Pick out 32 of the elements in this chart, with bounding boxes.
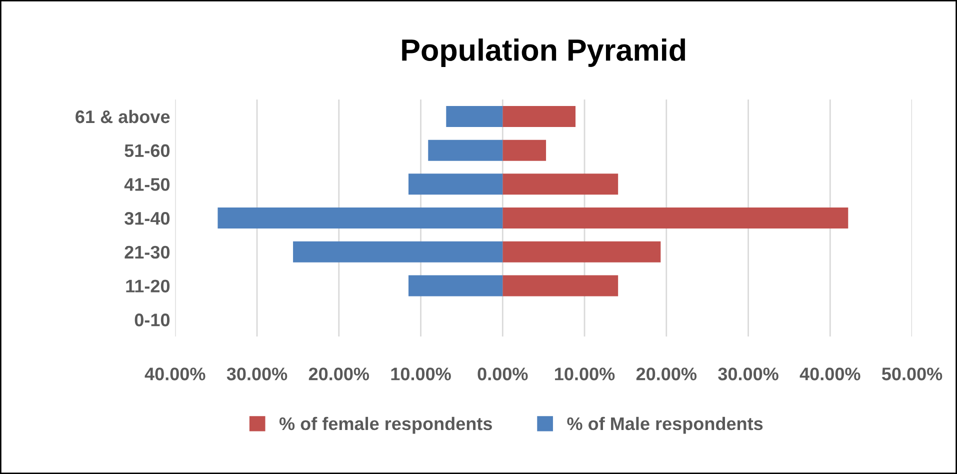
y-tick-label: 61 & above bbox=[76, 110, 170, 124]
bar bbox=[502, 106, 576, 127]
y-tick-label: 31-40 bbox=[124, 212, 170, 225]
bar bbox=[446, 106, 503, 127]
x-tick-label: 50.00% bbox=[882, 368, 942, 380]
x-tick-label: 0.00% bbox=[478, 368, 528, 380]
x-tick-label: 40.00% bbox=[800, 368, 860, 380]
x-tick-label: 40.00% bbox=[144, 368, 206, 380]
y-tick-label: 21-30 bbox=[124, 246, 170, 259]
bar bbox=[428, 140, 503, 161]
bar bbox=[502, 241, 661, 262]
bar bbox=[502, 140, 546, 161]
y-tick-label: 0-10 bbox=[134, 314, 170, 326]
x-tick-label: 30.00% bbox=[718, 368, 778, 380]
legend-label: % of female respondents bbox=[279, 416, 492, 434]
legend-label: % of Male respondents bbox=[567, 416, 763, 434]
bar bbox=[502, 275, 618, 296]
x-tick-label: 20.00% bbox=[636, 368, 697, 380]
bar bbox=[408, 174, 503, 195]
bar bbox=[408, 275, 503, 296]
chart-title: Population Pyramid bbox=[402, 38, 686, 67]
bar bbox=[293, 241, 503, 262]
x-tick-label: 10.00% bbox=[555, 368, 615, 380]
bar bbox=[502, 208, 848, 229]
y-tick-label: 11-20 bbox=[126, 280, 170, 292]
x-tick-label: 20.00% bbox=[308, 368, 370, 380]
bar bbox=[218, 208, 503, 229]
x-tick-label: 10.00% bbox=[391, 368, 451, 380]
y-tick-label: 41-50 bbox=[124, 178, 170, 191]
bar bbox=[502, 174, 618, 195]
y-tick-label: 51-60 bbox=[124, 144, 170, 158]
x-tick-label: 30.00% bbox=[226, 368, 288, 380]
